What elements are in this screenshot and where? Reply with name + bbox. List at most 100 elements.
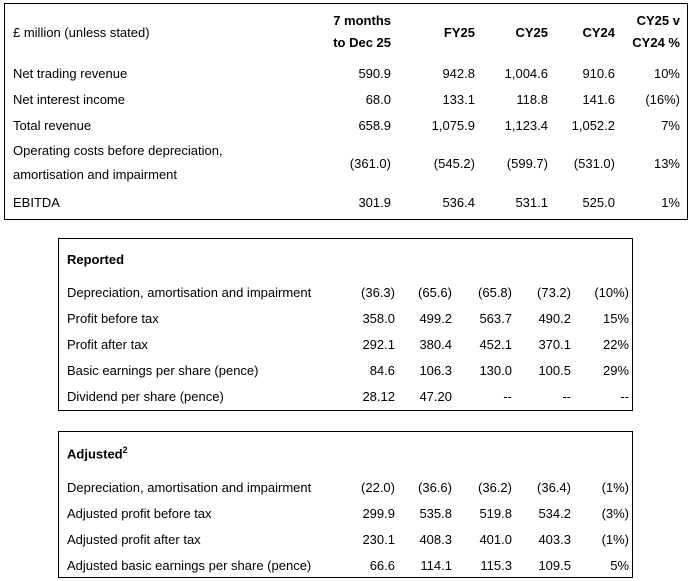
cell-value: 358.0 xyxy=(362,310,395,326)
table-row-depreciation: Depreciation, amortisation and impairmen… xyxy=(59,279,632,305)
row-label: Basic earnings per share (pence) xyxy=(67,362,259,378)
cell-value: (531.0) xyxy=(573,155,615,171)
table-row-adj-basic-eps: Adjusted basic earnings per share (pence… xyxy=(59,552,632,578)
cell-value: 106.3 xyxy=(419,362,452,378)
table-row-profit-after-tax: Profit after tax 292.1 380.4 452.1 370.1… xyxy=(59,331,632,357)
cell-value: 292.1 xyxy=(362,336,395,352)
cell-value: (36.4) xyxy=(537,479,571,495)
cell-value: 109.5 xyxy=(538,557,571,573)
cell-value: 490.2 xyxy=(538,310,571,326)
row-label: Adjusted basic earnings per share (pence… xyxy=(67,557,312,573)
cell-value: (1%) xyxy=(601,479,630,495)
cell-value: 299.9 xyxy=(362,505,395,521)
cell-value: 499.2 xyxy=(419,310,452,326)
cell-value: 130.0 xyxy=(479,362,512,378)
cell-value: (65.8) xyxy=(478,284,512,300)
cell-value: 133.1 xyxy=(442,91,475,107)
row-label: Net trading revenue xyxy=(13,65,128,81)
cell-value: 536.4 xyxy=(442,194,475,210)
cell-value: -- xyxy=(562,388,571,404)
row-label: EBITDA xyxy=(13,194,60,210)
table-row-profit-before-tax: Profit before tax 358.0 499.2 563.7 490.… xyxy=(59,305,632,331)
row-label: Operating costs before depreciation, amo… xyxy=(13,143,223,182)
cell-value: 114.1 xyxy=(420,557,452,573)
cell-value: 519.8 xyxy=(479,505,512,521)
cell-value: 230.1 xyxy=(362,531,395,547)
table-row-net-trading-revenue: Net trading revenue 590.9 942.8 1,004.6 … xyxy=(5,60,687,86)
cell-value: 525.0 xyxy=(582,194,615,210)
cell-value: 15% xyxy=(602,310,629,326)
adjusted-title-footnote-marker: 2 xyxy=(122,444,128,455)
cell-value: 115.3 xyxy=(480,557,512,573)
cell-value: 13% xyxy=(653,155,680,171)
cell-value: (22.0) xyxy=(361,479,395,495)
reported-table: Reported Depreciation, amortisation and … xyxy=(58,238,633,411)
reported-title-row: Reported xyxy=(59,239,632,279)
cell-value: 535.8 xyxy=(419,505,452,521)
cell-value: 141.6 xyxy=(582,91,615,107)
row-label: Adjusted profit after tax xyxy=(67,531,201,547)
table-row-operating-costs: Operating costs before depreciation, amo… xyxy=(5,138,687,188)
col-header-cy25-v-cy24: CY25 v CY24 % xyxy=(632,13,680,50)
corner-label: £ million (unless stated) xyxy=(13,24,150,40)
row-label: Profit before tax xyxy=(67,310,159,326)
row-label: Net interest income xyxy=(13,91,125,107)
reported-table-grid: Reported Depreciation, amortisation and … xyxy=(59,239,632,409)
cell-value: 301.9 xyxy=(358,194,391,210)
adjusted-title: Adjusted2 xyxy=(59,432,632,474)
cell-value: 370.1 xyxy=(538,336,571,352)
summary-table-grid: £ million (unless stated) 7 months to De… xyxy=(5,4,687,216)
cell-value: 910.6 xyxy=(582,65,615,81)
col-header-fy25: FY25 xyxy=(443,24,475,40)
cell-value: 84.6 xyxy=(369,362,395,378)
cell-value: 66.6 xyxy=(369,557,395,573)
cell-value: 563.7 xyxy=(479,310,512,326)
cell-value: (36.2) xyxy=(478,479,512,495)
cell-value: 7% xyxy=(661,117,680,133)
cell-value: 5% xyxy=(610,557,630,573)
col-header-cy24: CY24 xyxy=(582,24,615,40)
row-label: Adjusted profit before tax xyxy=(67,505,212,521)
cell-value: 1,075.9 xyxy=(431,117,475,133)
cell-value: 29% xyxy=(602,362,629,378)
cell-value: 408.3 xyxy=(419,531,452,547)
cell-value: 28.12 xyxy=(362,388,395,404)
cell-value: (73.2) xyxy=(537,284,571,300)
row-label: Dividend per share (pence) xyxy=(67,388,224,404)
col-header-7-months-to-dec-25: 7 months to Dec 25 xyxy=(333,13,391,50)
cell-value: 100.5 xyxy=(538,362,571,378)
table-row-basic-eps: Basic earnings per share (pence) 84.6 10… xyxy=(59,357,632,383)
cell-value: (361.0) xyxy=(349,155,391,171)
cell-value: 380.4 xyxy=(419,336,452,352)
cell-value: -- xyxy=(620,388,629,404)
table-row-net-interest-income: Net interest income 68.0 133.1 118.8 141… xyxy=(5,86,687,112)
cell-value: 118.8 xyxy=(516,91,548,107)
table-row-adj-profit-after-tax: Adjusted profit after tax 230.1 408.3 40… xyxy=(59,526,632,552)
table-row-adj-depreciation: Depreciation, amortisation and impairmen… xyxy=(59,474,632,500)
row-label: Depreciation, amortisation and impairmen… xyxy=(67,479,312,495)
cell-value: (16%) xyxy=(645,91,680,107)
cell-value: (3%) xyxy=(601,505,630,521)
cell-value: 452.1 xyxy=(479,336,512,352)
cell-value: 590.9 xyxy=(358,65,391,81)
cell-value: (65.6) xyxy=(418,284,452,300)
adjusted-title-text: Adjusted xyxy=(67,446,123,462)
adjusted-table-grid: Adjusted2 Depreciation, amortisation and… xyxy=(59,432,632,578)
cell-value: 1% xyxy=(661,194,680,210)
cell-value: 401.0 xyxy=(479,531,512,547)
cell-value: (545.2) xyxy=(433,155,475,171)
cell-value: 942.8 xyxy=(442,65,475,81)
summary-table: £ million (unless stated) 7 months to De… xyxy=(4,3,688,220)
table-row-ebitda: EBITDA 301.9 536.4 531.1 525.0 1% xyxy=(5,188,687,216)
cell-value: -- xyxy=(503,388,512,404)
cell-value: (599.7) xyxy=(506,155,548,171)
cell-value: 658.9 xyxy=(358,117,391,133)
cell-value: 1,123.4 xyxy=(504,117,548,133)
cell-value: 534.2 xyxy=(538,505,571,521)
adjusted-title-row: Adjusted2 xyxy=(59,432,632,474)
cell-value: (36.6) xyxy=(418,479,452,495)
cell-value: 1,004.6 xyxy=(504,65,548,81)
table-row-adj-profit-before-tax: Adjusted profit before tax 299.9 535.8 5… xyxy=(59,500,632,526)
row-label: Depreciation, amortisation and impairmen… xyxy=(67,284,312,300)
